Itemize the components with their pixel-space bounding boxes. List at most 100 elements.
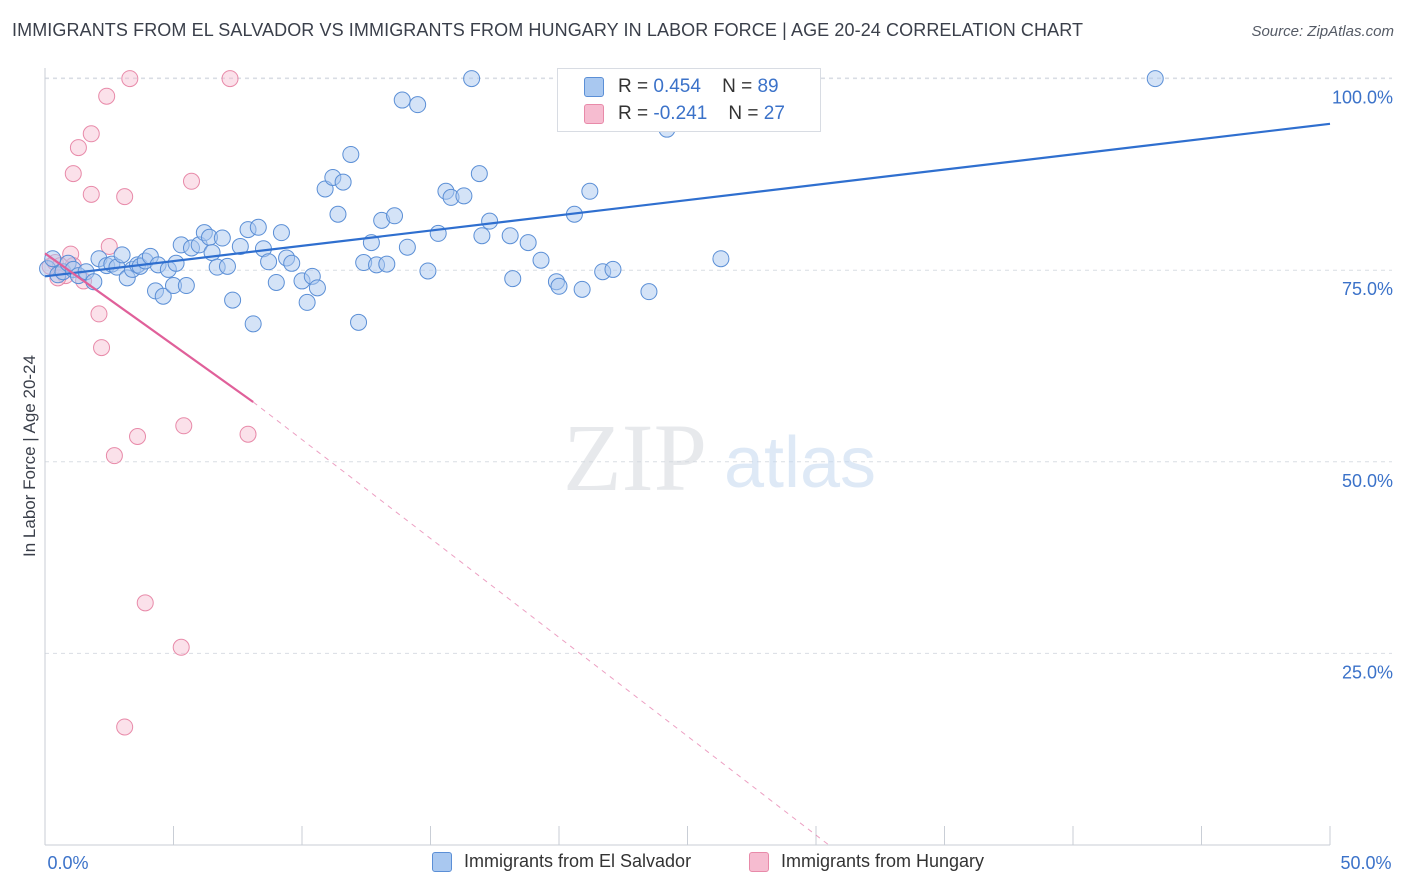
legend-swatch-el-salvador bbox=[584, 77, 604, 97]
el-salvador-point bbox=[386, 207, 404, 225]
legend-n-value: 89 bbox=[757, 76, 779, 97]
y-tick-label: 50.0% bbox=[1342, 471, 1393, 491]
hungary-point bbox=[175, 417, 193, 435]
el-salvador-point bbox=[581, 182, 599, 200]
el-salvador-point bbox=[272, 224, 290, 242]
series-label-hungary: Immigrants from Hungary bbox=[781, 851, 985, 871]
el-salvador-point bbox=[409, 96, 427, 114]
el-salvador-point bbox=[419, 262, 437, 280]
el-salvador-point bbox=[342, 145, 360, 163]
el-salvador-point bbox=[308, 279, 326, 297]
legend-n-label: N = bbox=[722, 76, 753, 97]
el-salvador-point bbox=[334, 173, 352, 191]
el-salvador-point bbox=[267, 273, 285, 291]
el-salvador-point bbox=[473, 227, 491, 245]
gridlines bbox=[45, 77, 1392, 654]
el-salvador-points bbox=[39, 70, 1164, 333]
legend-swatch-hungary bbox=[584, 104, 604, 124]
el-salvador-point bbox=[604, 260, 622, 278]
trend-lines bbox=[44, 122, 1331, 846]
el-salvador-point bbox=[244, 315, 262, 333]
chart-title: IMMIGRANTS FROM EL SALVADOR VS IMMIGRANT… bbox=[12, 20, 1084, 40]
el-salvador-point bbox=[519, 234, 537, 252]
el-salvador-point bbox=[231, 237, 249, 255]
el-salvador-point bbox=[298, 293, 316, 311]
legend-row-el-salvador: R = 0.454 N = 89 bbox=[584, 75, 779, 99]
series-legend: Immigrants from El Salvador Immigrants f… bbox=[0, 851, 1406, 877]
y-tick-label: 25.0% bbox=[1342, 662, 1393, 682]
axes bbox=[44, 68, 1331, 846]
hungary-point bbox=[182, 172, 200, 190]
correlation-legend: R = 0.454 N = 89 R = -0.241 N = 27 bbox=[557, 68, 821, 132]
watermark-zip: ZIP bbox=[563, 404, 707, 511]
hungary-point bbox=[82, 125, 100, 143]
el-salvador-point bbox=[501, 227, 519, 245]
watermark-atlas: atlas bbox=[724, 423, 876, 503]
hungary-point bbox=[69, 139, 87, 157]
hungary-trend-line bbox=[44, 252, 254, 403]
el-salvador-point bbox=[167, 254, 185, 272]
el-salvador-point bbox=[463, 70, 481, 88]
el-salvador-point bbox=[249, 218, 267, 236]
el-salvador-point bbox=[350, 313, 368, 331]
hungary-point bbox=[116, 188, 134, 206]
el-salvador-point bbox=[429, 224, 447, 242]
el-salvador-point bbox=[218, 257, 236, 275]
el-salvador-point bbox=[550, 277, 568, 295]
el-salvador-point bbox=[224, 291, 242, 309]
tick-labels: 25.0% 50.0% 75.0% 100.0% 0.0% 50.0% bbox=[47, 88, 1393, 873]
el-salvador-point bbox=[113, 246, 131, 264]
series-legend-el-salvador[interactable]: Immigrants from El Salvador bbox=[432, 851, 691, 872]
el-salvador-trend-line bbox=[44, 122, 1331, 278]
hungary-point bbox=[64, 165, 82, 183]
legend-r-value: 0.454 bbox=[653, 76, 701, 97]
hungary-point bbox=[239, 425, 257, 443]
y-tick-label: 100.0% bbox=[1332, 88, 1393, 108]
el-salvador-point bbox=[1146, 70, 1164, 88]
el-salvador-point bbox=[470, 165, 488, 183]
hungary-point bbox=[100, 237, 118, 255]
hungary-point bbox=[136, 594, 154, 612]
el-salvador-point bbox=[398, 238, 416, 256]
series-swatch-hungary bbox=[749, 851, 769, 872]
hungary-point bbox=[116, 718, 134, 736]
el-salvador-point bbox=[455, 187, 473, 205]
legend-r-label: R = bbox=[618, 103, 649, 124]
hungary-point bbox=[98, 87, 116, 105]
source-credit: Source: ZipAtlas.com bbox=[1251, 23, 1394, 40]
el-salvador-point bbox=[481, 212, 499, 230]
hungary-point bbox=[172, 638, 190, 656]
series-legend-hungary[interactable]: Immigrants from Hungary bbox=[749, 851, 984, 872]
el-salvador-point bbox=[213, 229, 231, 247]
el-salvador-point bbox=[393, 91, 411, 109]
el-salvador-point bbox=[283, 254, 301, 272]
hungary-points bbox=[41, 70, 257, 736]
y-tick-label: 75.0% bbox=[1342, 279, 1393, 299]
el-salvador-point bbox=[573, 280, 591, 298]
legend-n-value: 27 bbox=[763, 103, 785, 124]
el-salvador-point bbox=[504, 270, 522, 288]
hungary-point bbox=[93, 339, 111, 357]
series-swatch-el-salvador bbox=[432, 851, 452, 872]
hungary-point bbox=[121, 70, 139, 88]
el-salvador-point bbox=[154, 287, 172, 305]
el-salvador-point bbox=[177, 277, 195, 295]
x-tick-label-min: 0.0% bbox=[47, 853, 88, 873]
hungary-trend-extension bbox=[252, 401, 830, 846]
hungary-point bbox=[105, 447, 123, 465]
legend-n-label: N = bbox=[728, 103, 759, 124]
hungary-point bbox=[129, 428, 147, 446]
el-salvador-point bbox=[260, 253, 278, 271]
el-salvador-point bbox=[329, 205, 347, 223]
legend-row-hungary: R = -0.241 N = 27 bbox=[584, 102, 785, 126]
el-salvador-point bbox=[712, 250, 730, 268]
el-salvador-point bbox=[640, 283, 658, 301]
series-label-el-salvador: Immigrants from El Salvador bbox=[464, 851, 692, 871]
x-tick-label-max: 50.0% bbox=[1340, 853, 1391, 873]
watermark: ZIP atlas bbox=[563, 404, 876, 511]
el-salvador-point bbox=[378, 255, 396, 273]
el-salvador-point bbox=[532, 251, 550, 269]
legend-r-value: -0.241 bbox=[653, 103, 708, 124]
hungary-point bbox=[221, 70, 239, 88]
